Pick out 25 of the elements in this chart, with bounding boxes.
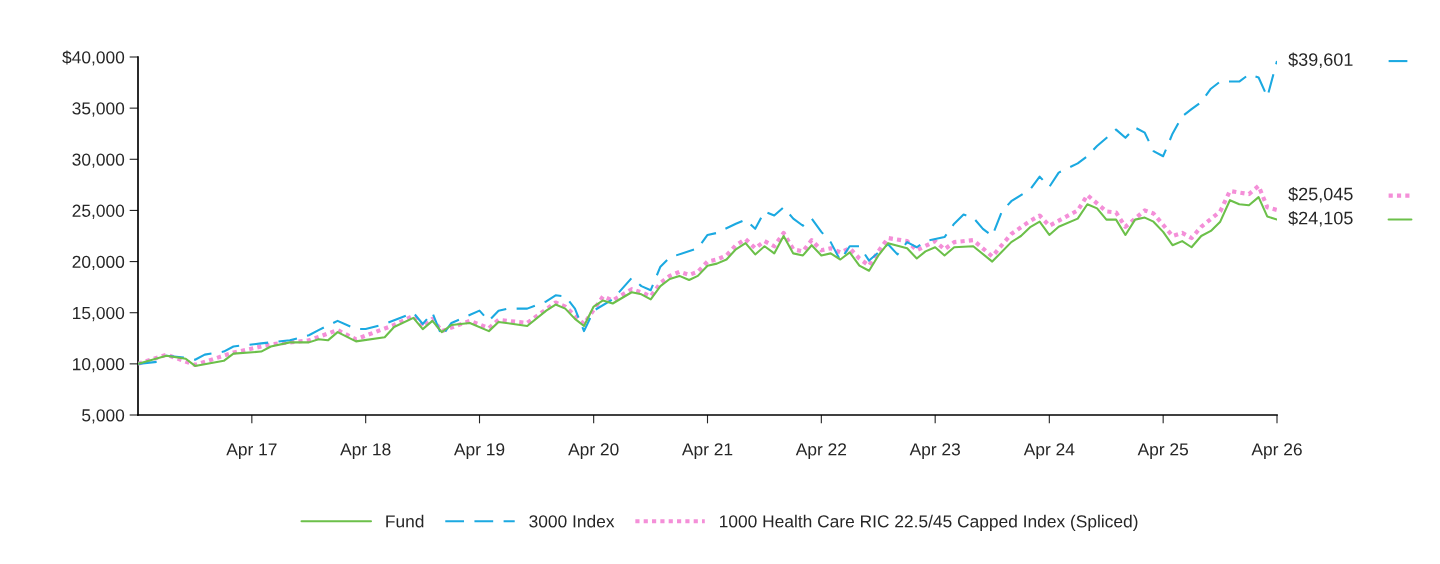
legend-label: Fund [386,514,424,528]
line-series [138,60,1277,365]
x-tick-label: Apr 20 [568,443,619,459]
y-tick-label: 10,000 [73,358,125,373]
x-tick-label: Apr 21 [681,443,733,459]
legend-label: 1000 Health Care RIC 22.5/45 Capped Index (Spliced) [720,514,1138,531]
x-tick-label: Apr 19 [453,443,505,459]
x-tick-label: Apr 17 [226,443,277,459]
x-tick-label: Apr 25 [1137,443,1189,459]
legend-label: 3000 Index [529,514,615,528]
x-tick-label: Apr 22 [795,443,847,459]
annotation: $25,045 [1288,186,1353,203]
y-tick-label: 20,000 [72,255,125,271]
annotation: $24,105 [1288,210,1353,227]
x-tick-label: Apr 26 [1251,443,1302,459]
annotation: $39,601 [1288,52,1353,69]
x-tick-label: Apr 18 [340,443,391,459]
y-tick-label: 30,000 [72,153,125,168]
y-tick-label: 15,000 [73,306,125,322]
x-tick-label: Apr 23 [909,443,960,459]
y-tick-label: 25,000 [72,204,125,219]
y-tick-label: $40,000 [62,50,125,66]
y-tick-label: 5,000 [82,409,125,424]
x-tick-label: Apr 24 [1023,443,1075,459]
y-tick-label: 35,000 [72,102,125,117]
